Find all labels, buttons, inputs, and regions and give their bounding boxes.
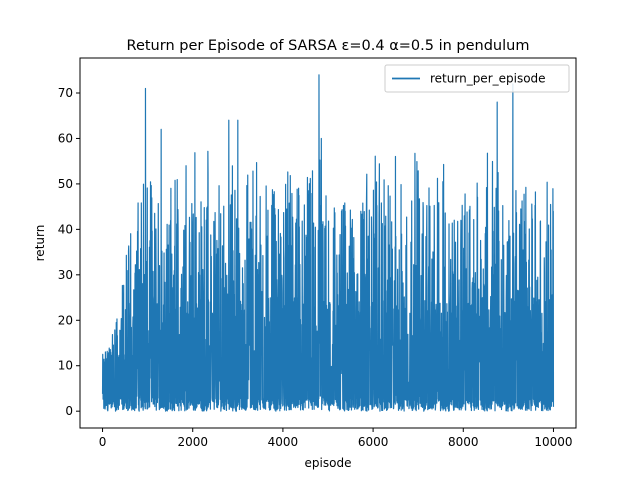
y-tick-label: 50 xyxy=(58,177,73,191)
series-line-return-per-episode xyxy=(101,74,555,412)
x-tick-label: 0 xyxy=(99,435,107,449)
y-tick-label: 20 xyxy=(58,313,73,327)
x-tick-label: 4000 xyxy=(268,435,299,449)
legend-box xyxy=(384,64,570,93)
x-tick-label: 6000 xyxy=(358,435,389,449)
y-tick-label: 60 xyxy=(58,131,73,145)
chart-title: Return per Episode of SARSA ε=0.4 α=0.5 … xyxy=(127,38,530,54)
x-tick-label: 2000 xyxy=(177,435,208,449)
x-axis-label: episode xyxy=(305,456,352,470)
y-tick-label: 70 xyxy=(58,86,73,100)
y-tick-label: 10 xyxy=(58,359,73,373)
x-tick-label: 10000 xyxy=(534,435,572,449)
y-tick-label: 40 xyxy=(58,222,73,236)
y-axis-label: return xyxy=(33,225,47,262)
y-tick-label: 30 xyxy=(58,268,73,282)
legend: return_per_episode xyxy=(384,64,570,93)
plot-frame xyxy=(79,57,577,429)
x-tick-label: 8000 xyxy=(448,435,479,449)
legend-label-return-per-episode: return_per_episode xyxy=(430,72,546,86)
y-tick-label: 0 xyxy=(65,404,73,418)
